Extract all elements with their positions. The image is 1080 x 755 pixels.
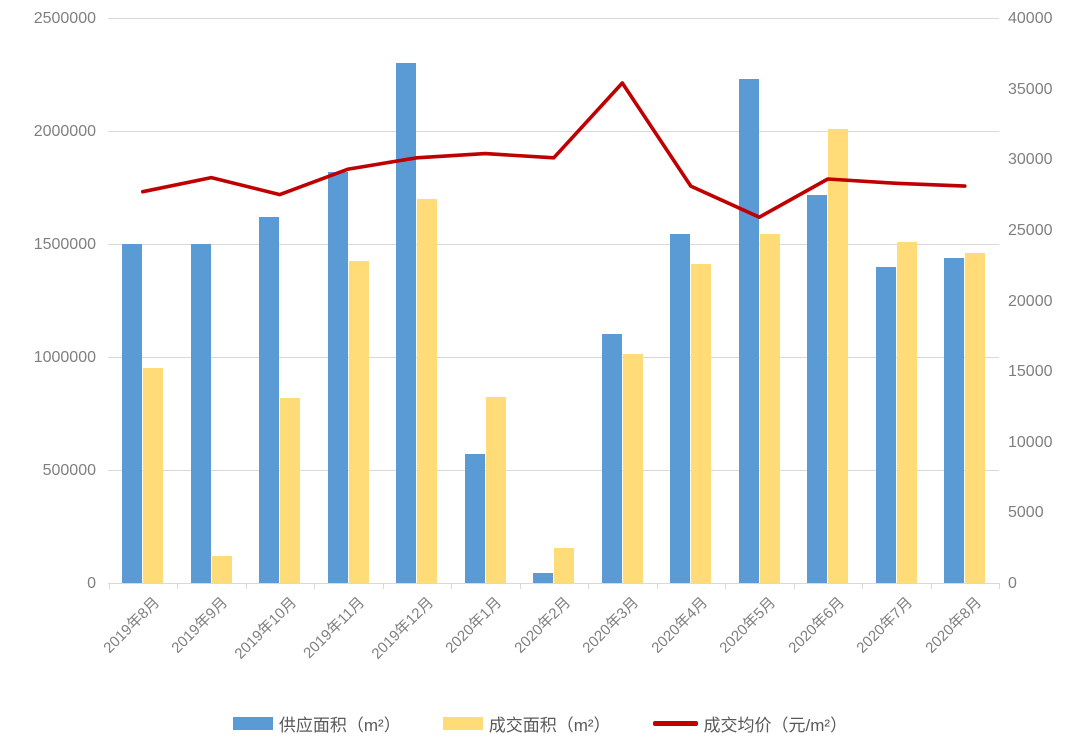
bar-transaction-area [280,397,301,583]
gridline [108,131,999,132]
y-axis-left-label: 1500000 [33,236,96,253]
y-axis-right-label: 0 [1008,575,1017,592]
gridline [108,357,999,358]
x-axis-tick [793,583,795,589]
x-axis-tick [725,583,726,589]
y-axis-left-label: 1000000 [33,349,96,366]
x-axis-tick [245,583,247,589]
x-axis-tick [314,583,315,589]
bar-supply-area [533,572,554,583]
legend-swatch-supply [232,716,273,730]
legend-swatch-price-line [652,720,698,726]
bar-supply-area [670,233,691,583]
chart-legend: 供应面积（m²） 成交面积（m²） 成交均价（元/m²） [0,706,1080,740]
bar-transaction-area [828,128,849,583]
x-axis-tick [588,583,589,589]
y-axis-right-label: 40000 [1008,10,1053,27]
bar-supply-area [464,454,485,583]
legend-item-average-price: 成交均价（元/m²） [652,711,848,736]
y-axis-left-label: 2500000 [33,10,96,27]
y-axis-right-label: 10000 [1008,433,1053,451]
bar-transaction-area [896,241,917,583]
bar-transaction-area [417,198,438,583]
x-axis-line [108,583,999,584]
y-axis-right-label: 15000 [1008,363,1053,381]
bar-supply-area [944,257,965,583]
x-axis-tick [108,583,110,589]
bar-supply-area [396,63,417,583]
y-axis-left-label: 2000000 [33,123,96,140]
legend-item-transaction-area: 成交面积（m²） [442,711,611,736]
bar-transaction-area [143,368,164,583]
gridline [108,18,999,19]
bar-supply-area [259,216,280,583]
bar-transaction-area [211,555,232,583]
x-axis-tick [999,583,1000,589]
y-axis-right-label: 35000 [1008,80,1053,98]
x-axis-tick [656,583,658,589]
bar-supply-area [327,171,348,583]
bar-transaction-area [691,264,712,583]
bar-supply-area [190,244,211,583]
bar-transaction-area [759,233,780,583]
bar-supply-area [875,266,896,583]
y-axis-right-label: 25000 [1008,221,1053,239]
bar-supply-area [122,244,143,583]
y-axis-right-label: 30000 [1008,151,1053,169]
x-axis-tick [382,583,384,589]
x-axis-tick [930,583,932,589]
bar-transaction-area [965,253,986,583]
bar-transaction-area [348,260,369,583]
y-axis-left-label: 500000 [42,462,96,479]
gridline [108,470,999,471]
bar-supply-area [807,195,828,583]
legend-swatch-transaction [442,716,483,730]
x-axis-tick [862,583,863,589]
bar-transaction-area [554,547,575,583]
x-axis-tick [519,583,521,589]
bar-transaction-area [485,396,506,583]
legend-item-supply-area: 供应面积（m²） [232,711,401,736]
bar-transaction-area [622,353,643,583]
x-axis-tick [451,583,452,589]
legend-label-price: 成交均价（元/m²） [703,715,848,735]
y-axis-left-label: 0 [87,575,96,592]
y-axis-right-label: 20000 [1008,292,1053,310]
bar-supply-area [738,79,759,583]
legend-label-transaction: 成交面积（m²） [488,715,611,735]
legend-label-supply: 供应面积（m²） [278,715,401,735]
bar-supply-area [601,334,622,583]
y-axis-right-label: 5000 [1008,504,1044,522]
x-axis-tick [177,583,178,589]
gridline [108,244,999,245]
